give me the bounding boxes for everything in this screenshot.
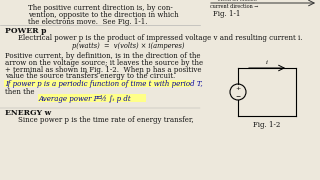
Text: then the: then the xyxy=(5,88,35,96)
Text: arrow on the voltage source; it leaves the source by the: arrow on the voltage source; it leaves t… xyxy=(5,59,203,67)
Text: The positive current direction is, by con-: The positive current direction is, by co… xyxy=(28,4,173,12)
Text: value the source transfers energy to the circuit.: value the source transfers energy to the… xyxy=(5,72,175,80)
Text: Average power P: Average power P xyxy=(39,95,100,103)
Text: Positive current, by definition, is in the direction of the: Positive current, by definition, is in t… xyxy=(5,52,201,60)
Text: + terminal as shown in Fig. 1-2.  When p has a positive: + terminal as shown in Fig. 1-2. When p … xyxy=(5,66,202,74)
Text: ½ ∫ₜ p dt: ½ ∫ₜ p dt xyxy=(100,95,131,103)
Text: Electrical power p is the product of impressed voltage v and resulting current i: Electrical power p is the product of imp… xyxy=(18,34,302,42)
Text: current direction →: current direction → xyxy=(210,4,258,10)
Text: p(watts)  =  v(volts) × i(amperes): p(watts) = v(volts) × i(amperes) xyxy=(72,42,185,50)
Text: POWER p: POWER p xyxy=(5,27,46,35)
Text: If power p is a periodic function of time t with period T,: If power p is a periodic function of tim… xyxy=(5,80,203,88)
Text: vention, opposite to the direction in which: vention, opposite to the direction in wh… xyxy=(28,11,179,19)
Text: i: i xyxy=(266,60,268,65)
Text: the electrons move.  See Fig. 1-1.: the electrons move. See Fig. 1-1. xyxy=(28,18,148,26)
Text: Since power p is the time rate of energy transfer,: Since power p is the time rate of energy… xyxy=(18,116,194,124)
Text: Fig. 1-2: Fig. 1-2 xyxy=(253,121,281,129)
Text: ENERGY w: ENERGY w xyxy=(5,109,51,117)
FancyBboxPatch shape xyxy=(4,80,191,87)
Text: =: = xyxy=(95,95,101,103)
Text: −: − xyxy=(236,93,241,98)
Text: +: + xyxy=(236,87,241,91)
Text: Fig. 1-1: Fig. 1-1 xyxy=(213,10,240,18)
Text: ---- electron motion: ---- electron motion xyxy=(210,0,257,2)
FancyBboxPatch shape xyxy=(38,94,146,102)
